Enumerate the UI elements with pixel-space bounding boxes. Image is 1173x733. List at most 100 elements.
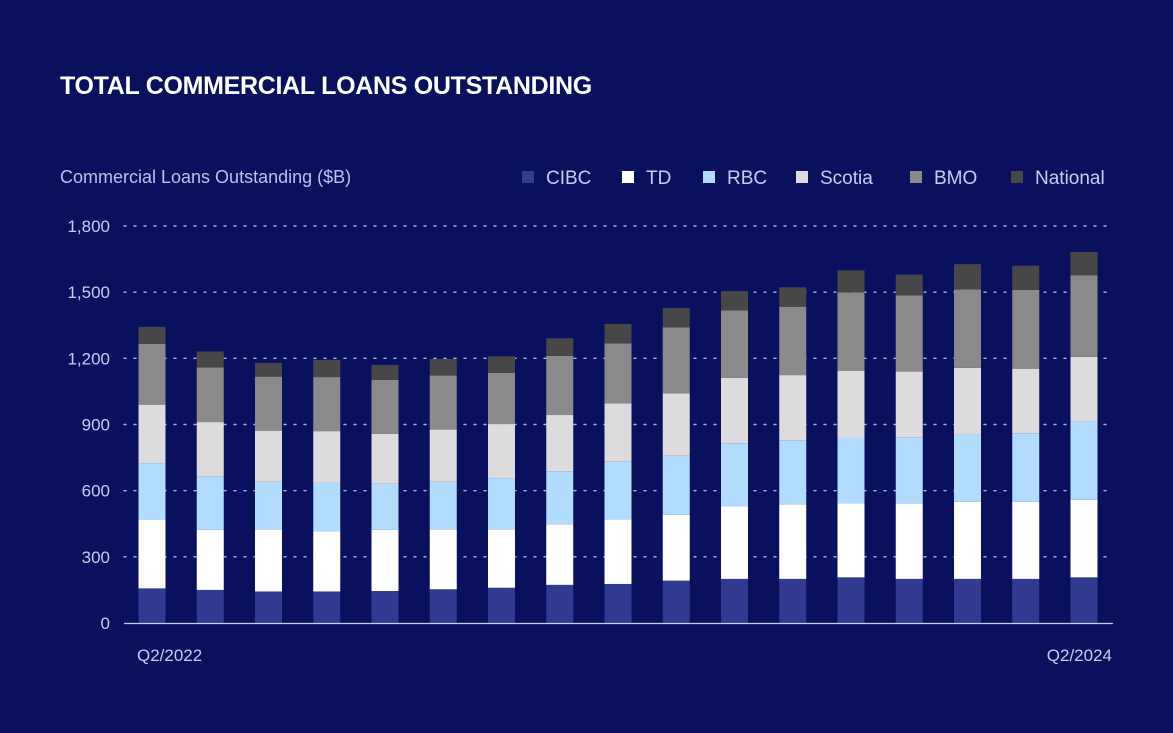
bar-segment-td (779, 504, 807, 579)
bar-segment-rbc (138, 463, 166, 520)
bar-segment-bmo (196, 367, 224, 423)
bar-segment-bmo (954, 289, 981, 368)
chart-title: TOTAL COMMERCIAL LOANS OUTSTANDING (60, 72, 592, 100)
bar-segment-td (138, 519, 166, 589)
bar-segment-td (371, 529, 399, 592)
legend-label-rbc: RBC (727, 168, 767, 189)
bar-segment-td (1012, 501, 1040, 579)
bar-segment-rbc (837, 437, 865, 504)
bar-segment-national (138, 326, 166, 344)
x-tick-label: Q2/2024 (1047, 646, 1112, 665)
bar-segment-national (196, 351, 224, 368)
bar-segment-scotia (255, 430, 282, 482)
bar-segment-national (488, 356, 515, 373)
bar-segment-td (255, 529, 282, 592)
bar-segment-national (546, 338, 574, 356)
bar-segment-rbc (721, 443, 748, 507)
bar-segment-rbc (488, 478, 515, 530)
bar-segment-td (954, 501, 981, 579)
y-tick-label: 1,500 (67, 283, 110, 302)
bar-segment-rbc (895, 437, 923, 504)
bar-segment-scotia (429, 429, 457, 482)
bar-segment-scotia (371, 433, 399, 484)
legend-label-national: National (1035, 168, 1105, 189)
bar-segment-scotia (313, 431, 341, 483)
bar-segment-national (721, 291, 748, 311)
bar-segment-bmo (1070, 275, 1098, 357)
bar-segment-scotia (546, 415, 574, 472)
legend-swatch-rbc (703, 171, 715, 183)
bar-segment-national (779, 287, 807, 307)
y-tick-label: 600 (82, 482, 110, 501)
bar-segment-td (196, 529, 224, 590)
bar-segment-scotia (1012, 368, 1040, 434)
bar-segment-td (662, 514, 690, 581)
bar-segment-cibc (721, 578, 748, 623)
bar-segment-rbc (1070, 421, 1098, 500)
legend-swatch-td (622, 171, 634, 183)
bar-segment-rbc (779, 440, 807, 505)
bar-segment-scotia (779, 375, 807, 441)
bar-segment-cibc (371, 591, 399, 623)
legend-swatch-cibc (522, 171, 534, 183)
bar-segment-rbc (954, 434, 981, 502)
bar-segment-cibc (604, 583, 632, 623)
bar-segment-rbc (255, 481, 282, 530)
bar-segment-bmo (604, 343, 632, 404)
bar-segment-bmo (895, 295, 923, 372)
bar-segment-cibc (895, 578, 923, 623)
bar-segment-national (662, 308, 690, 328)
x-tick-label: Q2/2022 (137, 646, 202, 665)
bar-segment-rbc (604, 461, 632, 520)
bar-segment-rbc (429, 481, 457, 530)
bar-segment-national (954, 264, 981, 290)
bar-segment-bmo (255, 376, 282, 431)
bar-segment-cibc (196, 589, 224, 623)
bar-segment-td (895, 503, 923, 579)
bar-segment-td (313, 531, 341, 592)
bar-segment-td (546, 524, 574, 585)
bar-segment-rbc (546, 471, 574, 525)
bar-segment-scotia (604, 403, 632, 462)
bar-segment-national (255, 362, 282, 377)
bar-segment-rbc (1012, 433, 1040, 502)
bar-segment-cibc (138, 588, 166, 623)
bar-segment-rbc (196, 476, 224, 530)
bar-segment-td (604, 519, 632, 584)
bar-segment-bmo (662, 327, 690, 394)
bar-segment-bmo (488, 372, 515, 425)
bar-segment-td (837, 503, 865, 578)
bar-segment-scotia (721, 377, 748, 444)
bar-segment-bmo (1012, 289, 1040, 369)
bar-segment-scotia (895, 371, 923, 438)
bar-segment-cibc (837, 577, 865, 623)
bar-segment-cibc (546, 584, 574, 623)
bar-segment-bmo (313, 377, 341, 432)
bar-segment-cibc (662, 580, 690, 623)
bar-segment-bmo (138, 343, 166, 405)
bar-segment-national (837, 270, 865, 293)
bar-segment-scotia (138, 404, 166, 464)
legend-label-scotia: Scotia (820, 168, 873, 189)
y-tick-label: 0 (101, 614, 110, 633)
bar-segment-national (371, 364, 399, 380)
legend-swatch-bmo (910, 171, 922, 183)
bar-segment-scotia (196, 422, 224, 477)
y-axis-label: Commercial Loans Outstanding ($B) (60, 167, 351, 187)
bar-segment-national (313, 359, 341, 378)
y-tick-label: 1,200 (67, 349, 110, 368)
bar-segment-cibc (255, 591, 282, 623)
bar-segment-bmo (721, 310, 748, 378)
bar-segment-td (721, 506, 748, 579)
legend-label-td: TD (646, 168, 671, 189)
y-tick-label: 1,800 (67, 217, 110, 236)
bar-segment-bmo (371, 379, 399, 434)
bar-segment-cibc (313, 591, 341, 623)
bar-segment-bmo (546, 355, 574, 416)
bar-segment-td (488, 529, 515, 588)
bar-segment-scotia (837, 370, 865, 438)
legend-swatch-scotia (796, 171, 808, 183)
bar-segment-bmo (837, 292, 865, 371)
